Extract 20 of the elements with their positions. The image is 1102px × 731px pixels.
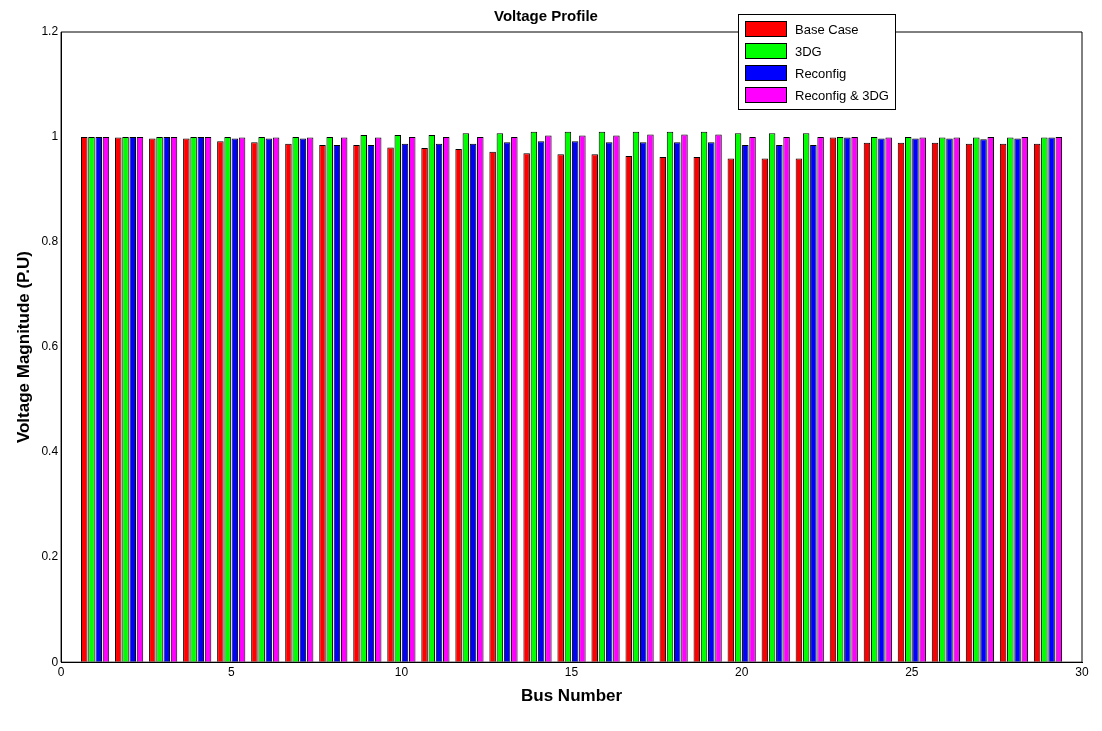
y-tick-label: 0.4 <box>41 444 59 459</box>
y-tick-label: 1 <box>51 129 59 144</box>
y-axis-title: Voltage Magnitude (P.U) <box>13 251 33 444</box>
chart-title: Voltage Profile <box>494 7 598 25</box>
x-axis-title: Bus Number <box>521 686 623 706</box>
legend-label: Reconfig <box>795 65 847 81</box>
legend-label: Reconfig & 3DG <box>795 87 889 103</box>
x-tick-label: 10 <box>394 664 409 679</box>
y-tick-label: 0.8 <box>41 234 59 249</box>
x-tick-label: 20 <box>735 664 749 679</box>
y-tick-label: 0.6 <box>41 339 59 354</box>
legend-label: Base Case <box>795 21 859 37</box>
x-tick-label: 15 <box>564 664 579 679</box>
x-tick-label: 25 <box>905 664 919 679</box>
x-tick-label: 5 <box>227 664 235 679</box>
legend-label: 3DG <box>795 43 822 59</box>
y-tick-label: 0 <box>51 654 59 669</box>
y-tick-label: 0.2 <box>41 549 59 564</box>
y-tick-label: 1.2 <box>41 24 59 39</box>
x-tick-label: 30 <box>1075 664 1089 679</box>
